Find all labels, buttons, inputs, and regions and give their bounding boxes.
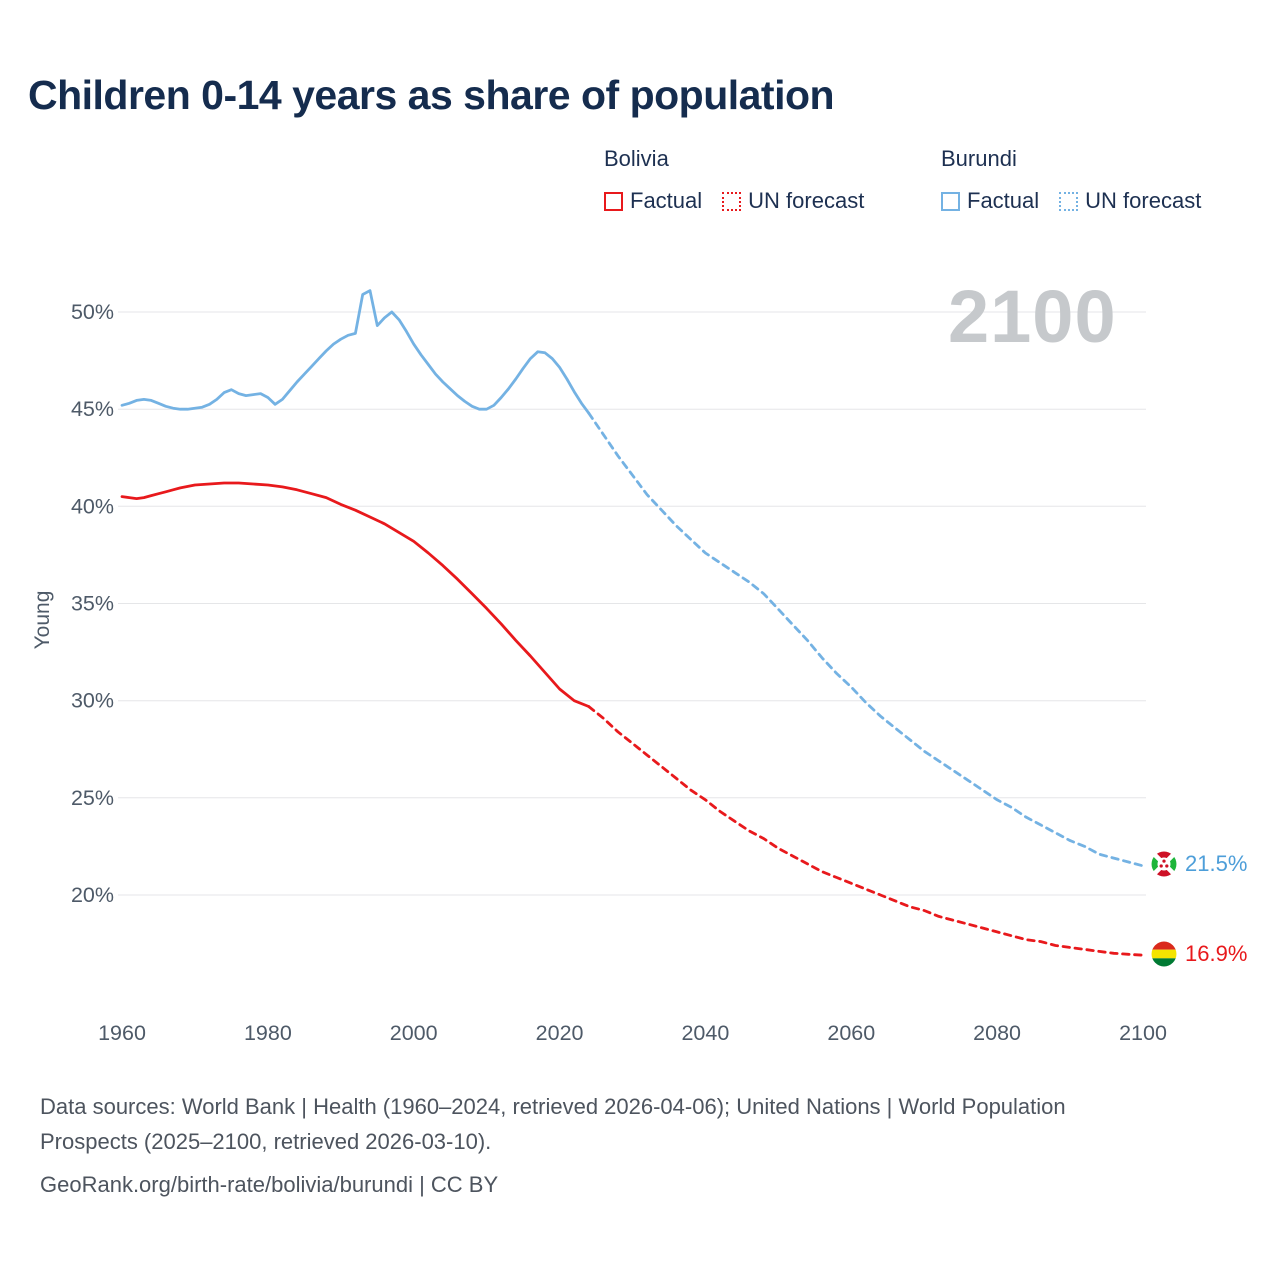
legend-item-bolivia-un-forecast: UN forecast [722, 188, 864, 214]
x-tick-label: 2040 [681, 1021, 729, 1045]
x-tick-label: 2100 [1119, 1021, 1167, 1045]
legend-item-bolivia-factual: Factual [604, 188, 702, 214]
legend-item-label: UN forecast [748, 188, 865, 213]
y-tick-label: 45% [71, 397, 114, 421]
legend-swatch-dotted-icon [1059, 191, 1079, 211]
y-tick-label: 50% [71, 300, 114, 324]
bolivia-flag-icon [1151, 941, 1177, 967]
series-line-burundi-forecast [587, 411, 1145, 868]
x-tick-label: 2000 [390, 1021, 438, 1045]
legend-group-title: Burundi [941, 146, 1017, 171]
end-value-bolivia: 16.9% [1185, 941, 1248, 966]
legend-group-title: Bolivia [604, 146, 669, 171]
x-tick-label: 1980 [244, 1021, 292, 1045]
legend-group-burundi: Burundi Factual UN forecast [941, 146, 1242, 214]
legend-item-burundi-un-forecast: UN forecast [1059, 188, 1201, 214]
end-label-bolivia: 16.9% [1151, 941, 1247, 967]
page-title: Children 0-14 years as share of populati… [28, 72, 835, 118]
y-tick-label: 40% [71, 494, 114, 518]
end-value-burundi: 21.5% [1185, 851, 1248, 876]
legend-swatch-solid-icon [604, 191, 623, 211]
series-line-bolivia-factual [120, 481, 591, 708]
end-label-burundi: 21.5% [1151, 851, 1247, 877]
x-tick-label: 2060 [827, 1021, 875, 1045]
y-tick-label: 30% [71, 689, 114, 713]
legend-swatch-dotted-icon [722, 191, 742, 211]
legend: Bolivia Factual UN forecast Burundi Factual U… [604, 146, 1242, 214]
x-tick-label: 1960 [98, 1021, 146, 1045]
series-line-burundi-factual [120, 289, 591, 415]
series-line-bolivia-forecast [587, 705, 1145, 957]
y-tick-label: 35% [71, 592, 114, 616]
data-sources-text: Data sources: World Bank | Health (1960–… [40, 1094, 1066, 1155]
y-tick-label: 25% [71, 786, 114, 810]
legend-group-bolivia: Bolivia Factual UN forecast [604, 146, 905, 214]
legend-item-burundi-factual: Factual [941, 188, 1039, 214]
x-tick-label: 2080 [973, 1021, 1021, 1045]
footer: Data sources: World Bank | Health (1960–… [40, 1089, 1160, 1203]
legend-item-label: Factual [967, 188, 1040, 213]
legend-item-label: Factual [630, 188, 703, 213]
legend-item-label: UN forecast [1085, 188, 1202, 213]
y-tick-label: 20% [71, 883, 114, 907]
watermark-year: 2100 [948, 275, 1117, 358]
attribution-text: GeoRank.org/birth-rate/bolivia/burundi |… [40, 1172, 499, 1198]
legend-swatch-solid-icon [941, 191, 960, 211]
y-axis-title: Young [31, 590, 54, 650]
x-tick-label: 2020 [536, 1021, 584, 1045]
burundi-flag-icon [1151, 851, 1177, 877]
